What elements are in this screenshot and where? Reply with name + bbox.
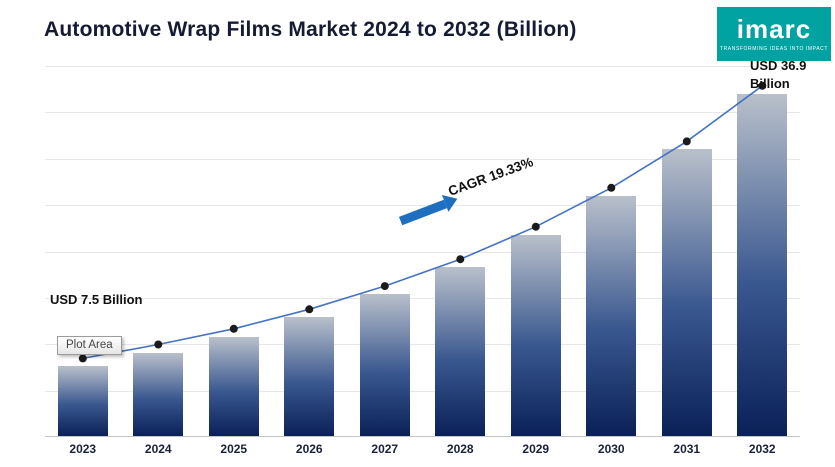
page-title: Automotive Wrap Films Market 2024 to 203…: [44, 18, 577, 41]
bar-2025: [208, 336, 259, 436]
bar-2032: [737, 93, 788, 436]
bars-layer: [45, 66, 800, 436]
plot-area[interactable]: [45, 66, 800, 437]
imarc-logo: imarc TRANSFORMING IDEAS INTO IMPACT: [717, 7, 831, 61]
x-axis-label-2030: 2030: [597, 442, 625, 456]
x-axis-label-2029: 2029: [522, 442, 550, 456]
x-axis-label-2031: 2031: [673, 442, 701, 456]
bar-2031: [661, 149, 712, 436]
bar-2024: [133, 352, 184, 436]
gridline: [45, 66, 800, 67]
x-axis-label-2024: 2024: [144, 442, 172, 456]
bar-2030: [586, 195, 637, 436]
imarc-logo-wordmark: imarc: [736, 14, 812, 44]
imarc-logo-tagline: TRANSFORMING IDEAS INTO IMPACT: [719, 46, 829, 52]
x-axis-label-2026: 2026: [295, 442, 323, 456]
x-axis-label-2025: 2025: [220, 442, 248, 456]
x-axis-label-2023: 2023: [69, 442, 97, 456]
plot-area-tooltip: Plot Area: [57, 336, 122, 355]
header: Automotive Wrap Films Market 2024 to 203…: [0, 0, 835, 66]
bar-2027: [359, 294, 410, 436]
end-value-label: USD 36.9 Billion: [750, 58, 807, 91]
bar-2026: [284, 317, 335, 436]
gridline: [45, 390, 800, 392]
start-value-label: USD 7.5 Billion: [50, 292, 143, 307]
bar-2023: [57, 366, 108, 436]
bar-2029: [510, 234, 561, 436]
bar-2028: [435, 267, 486, 436]
x-axis-label-2028: 2028: [446, 442, 474, 456]
x-axis-label-2027: 2027: [371, 442, 399, 456]
x-axis-label-2032: 2032: [748, 442, 776, 456]
x-axis-labels: 2023 2024 2025 2026 2027 2028 2029 2030 2031 2032: [45, 442, 800, 456]
